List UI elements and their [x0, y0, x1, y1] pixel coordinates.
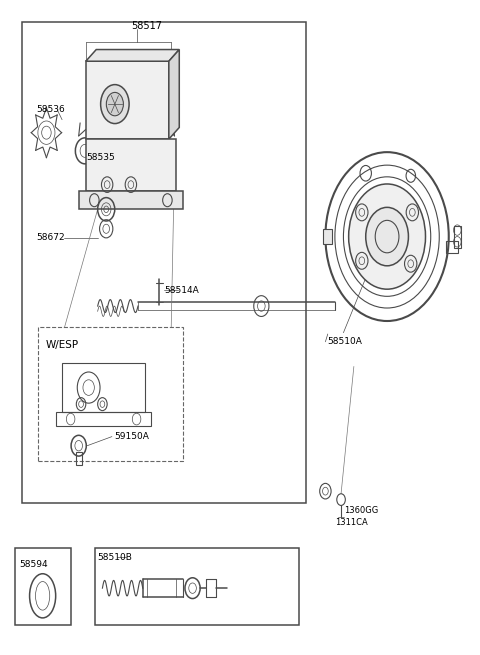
Text: 58517: 58517 — [131, 20, 162, 31]
Text: 58510B: 58510B — [97, 553, 132, 562]
Bar — [96, 548, 300, 625]
Circle shape — [107, 92, 123, 116]
Bar — [22, 22, 306, 503]
Text: 1360GG: 1360GG — [344, 506, 379, 515]
Bar — [38, 328, 183, 460]
Circle shape — [101, 84, 129, 124]
Bar — [446, 241, 458, 253]
Text: 58536: 58536 — [36, 105, 65, 115]
Text: 58510A: 58510A — [328, 337, 363, 346]
Text: 58594: 58594 — [19, 560, 48, 569]
Bar — [56, 412, 151, 426]
Text: 58535: 58535 — [86, 153, 115, 162]
Text: 58514A: 58514A — [164, 286, 199, 295]
Bar — [62, 364, 145, 412]
Text: 59150A: 59150A — [114, 432, 149, 441]
Polygon shape — [169, 50, 179, 139]
Bar — [79, 191, 183, 210]
Circle shape — [348, 184, 425, 290]
Bar — [76, 452, 82, 465]
Bar — [454, 225, 461, 248]
Bar — [323, 229, 332, 244]
Bar — [14, 548, 71, 625]
Text: W/ESP: W/ESP — [46, 341, 79, 350]
Bar — [86, 61, 169, 139]
Bar — [86, 139, 176, 191]
Circle shape — [366, 208, 408, 266]
Text: 1311CA: 1311CA — [335, 518, 368, 527]
Text: 58672: 58672 — [36, 233, 65, 242]
Polygon shape — [86, 50, 179, 61]
